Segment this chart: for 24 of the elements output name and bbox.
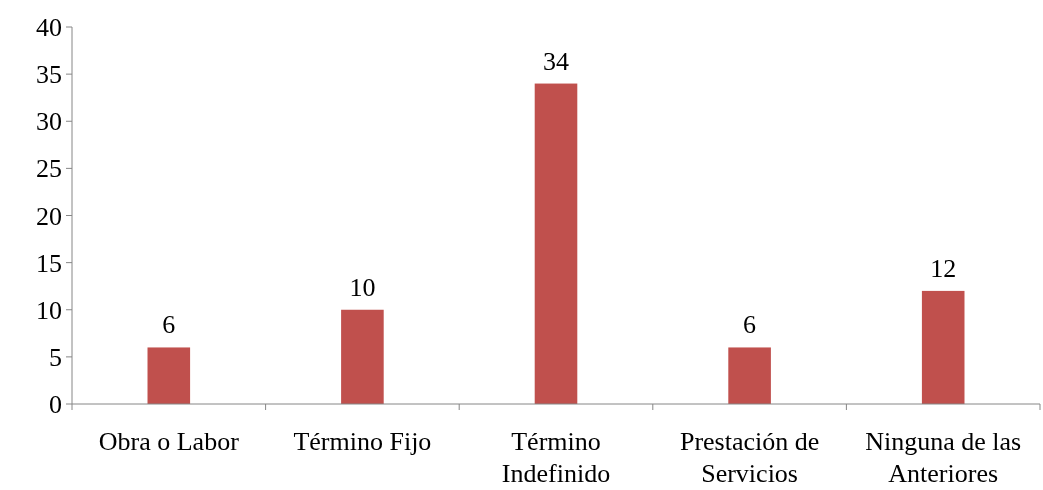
bar [921, 290, 965, 404]
data-label: 10 [349, 272, 376, 302]
x-tick-label: Término Fijo [293, 427, 432, 456]
y-tick-label: 10 [36, 295, 62, 325]
y-tick-label: 0 [49, 390, 62, 420]
x-tick-label: Término Indefinido [501, 427, 611, 488]
y-tick-label: 40 [36, 13, 62, 43]
data-label: 6 [162, 310, 176, 340]
y-tick-label: 5 [49, 342, 62, 372]
x-tick-label: Ninguna de las Anteriores [865, 427, 1022, 488]
y-tick-label: 25 [36, 154, 62, 184]
y-tick-label: 35 [36, 60, 62, 90]
data-label: 34 [543, 46, 569, 76]
bar [534, 83, 578, 404]
y-tick-label: 30 [36, 107, 62, 137]
bar [341, 309, 384, 404]
bar [147, 347, 191, 404]
x-tick-label: Obra o Labor [98, 427, 240, 456]
data-label: 12 [930, 253, 957, 283]
y-tick-label: 15 [36, 248, 62, 278]
bar [728, 347, 771, 404]
y-tick-label: 20 [36, 201, 62, 231]
x-tick-label: Prestación de Servicios [679, 427, 820, 488]
data-label: 6 [743, 310, 757, 340]
